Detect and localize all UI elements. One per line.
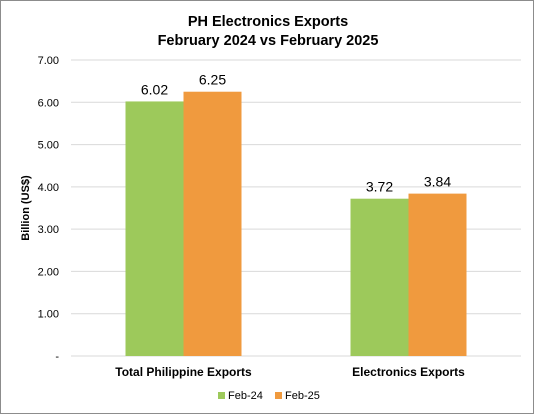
legend-label: Feb-25 [285, 390, 320, 402]
data-label: 6.25 [199, 72, 226, 88]
data-label: 3.72 [366, 179, 393, 195]
data-labels: 6.02 6.25 3.72 3.84 [141, 72, 451, 195]
bar-feb-25 [408, 193, 467, 356]
y-tick-label: 3.00 [38, 224, 59, 236]
data-label: 3.84 [424, 174, 451, 190]
chart-title: PH Electronics Exports February 2024 vs … [158, 14, 379, 49]
y-tick-label: 6.00 [38, 97, 59, 109]
y-tick-label: 2.00 [38, 266, 59, 278]
legend-swatch-feb-24 [218, 392, 225, 399]
legend: Feb-24 Feb-25 [218, 390, 320, 402]
bar-feb-24 [125, 101, 184, 356]
bars [125, 91, 467, 356]
bar-feb-24 [350, 198, 409, 356]
legend-label: Feb-24 [228, 390, 263, 402]
y-tick-label: 7.00 [38, 55, 59, 67]
chart-title-line-2: February 2024 vs February 2025 [158, 33, 379, 49]
y-tick-label: 5.00 [38, 140, 59, 152]
y-tick-label: - [55, 351, 59, 363]
y-tick-label: 1.00 [38, 309, 59, 321]
category-label: Electronics Exports [352, 365, 465, 379]
data-label: 6.02 [141, 81, 168, 97]
y-axis-title: Billion (US$) [20, 175, 32, 241]
legend-swatch-feb-25 [275, 392, 282, 399]
y-tick-label: 4.00 [38, 182, 59, 194]
y-axis-ticks: - 1.00 2.00 3.00 4.00 5.00 6.00 7.00 [38, 55, 60, 363]
chart-title-line-1: PH Electronics Exports [188, 14, 348, 30]
category-label: Total Philippine Exports [115, 365, 252, 379]
category-labels: Total Philippine Exports Electronics Expo… [115, 365, 465, 379]
bar-feb-25 [183, 91, 242, 356]
